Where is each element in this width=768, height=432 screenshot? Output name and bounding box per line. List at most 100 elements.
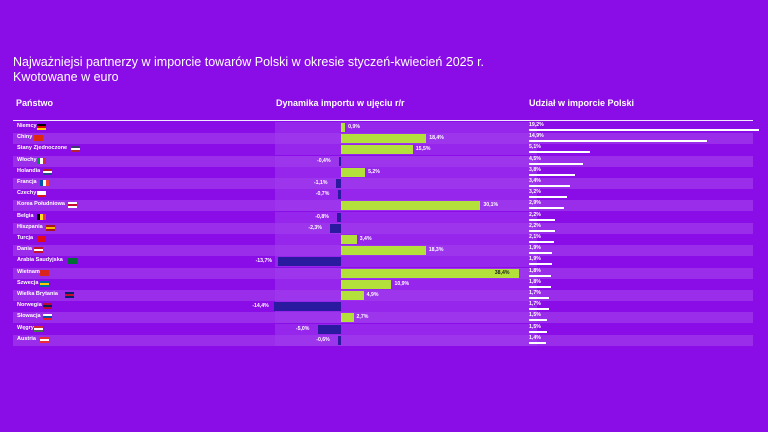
share-label: 1,5% — [529, 312, 541, 319]
country-label: Hiszpania — [17, 223, 43, 230]
dynamics-band — [275, 122, 537, 133]
dynamics-bar — [277, 257, 341, 267]
country-label: Holandia — [17, 167, 41, 174]
country-label: Turcja — [17, 235, 34, 241]
share-label: 2,2% — [529, 222, 541, 229]
table-row: Turcja 3,4% 2,1% — [13, 234, 753, 245]
dynamics-label: -0,7% — [315, 191, 330, 198]
dynamics-label: 10,9% — [394, 280, 410, 287]
country-label: Wietnam — [17, 268, 40, 275]
share-label: 2,9% — [529, 200, 541, 207]
share-bar — [529, 162, 583, 165]
flag-icon — [40, 180, 50, 186]
header-share: Udział w imporcie Polski — [529, 98, 635, 108]
table-row: Czechy -0,7% 3,2% — [13, 189, 753, 201]
dynamics-label: 15,5% — [415, 146, 431, 153]
flag-icon — [40, 280, 50, 287]
dynamics-label: 38,4% — [494, 269, 510, 276]
table-row: Hiszpania -2,3% 2,2% — [13, 222, 753, 234]
table-row: Chiny 18,4% 14,9% — [13, 133, 753, 145]
table-row: Korea Południowa 30,1% 2,9% — [13, 200, 753, 212]
dynamics-label: 30,1% — [483, 202, 499, 209]
dynamics-band — [275, 290, 537, 301]
dynamics-label: 18,3% — [428, 247, 444, 254]
share-bar — [529, 341, 546, 344]
share-bar — [529, 129, 759, 131]
flag-icon — [34, 247, 44, 254]
dynamics-bar — [338, 335, 341, 345]
share-bar — [529, 274, 551, 277]
dynamics-band — [275, 234, 537, 245]
dynamics-bar — [341, 145, 413, 155]
country-label: Arabia Saudyjska — [17, 257, 63, 264]
dynamics-bar — [341, 268, 519, 278]
flag-icon — [37, 157, 47, 164]
country-label: Norwegia — [17, 302, 42, 309]
country-label: Francja — [17, 179, 37, 185]
header-dynamics: Dynamika importu w ujęciu r/r — [276, 98, 405, 108]
header-divider — [13, 120, 753, 121]
table-row: Wietnam 38,4% 1,8% — [13, 267, 753, 279]
table-row: Arabia Saudyjska -13,7% 1,9% — [13, 256, 753, 268]
flag-icon — [43, 314, 53, 321]
country-label: Stany Zjednoczone — [17, 145, 68, 152]
share-label: 1,8% — [529, 278, 541, 285]
share-label: 1,9% — [529, 256, 541, 263]
flag-icon — [46, 224, 56, 231]
country-label: Czechy — [17, 190, 37, 197]
dynamics-label: 5,2% — [368, 168, 380, 175]
dynamics-label: 2,7% — [356, 314, 369, 321]
dynamics-bar — [335, 179, 341, 188]
share-bar — [529, 319, 547, 322]
dynamics-bar — [337, 190, 341, 200]
country-label: Słowacja — [17, 313, 41, 320]
share-bar — [529, 330, 547, 333]
flag-icon — [34, 325, 44, 332]
dynamics-label: -0,8% — [315, 213, 329, 220]
title-line-1: Najważniejsi partnerzy w imporcie towaró… — [13, 55, 485, 69]
dynamics-band — [275, 256, 537, 268]
flag-icon — [67, 202, 77, 209]
dynamics-bar — [341, 279, 392, 289]
dynamics-bar — [317, 324, 341, 334]
share-label: 4,5% — [529, 155, 541, 162]
share-label: 1,4% — [529, 334, 541, 341]
country-label: Austria — [17, 335, 36, 342]
flag-icon — [34, 135, 44, 142]
dynamics-bar — [341, 246, 426, 256]
dynamics-bar — [341, 134, 427, 144]
dynamics-band — [275, 312, 537, 324]
table-row: Słowacja 2,7% 1,5% — [13, 312, 753, 324]
share-bar — [529, 285, 551, 288]
title-line-2: Kwotowane w euro — [13, 70, 119, 84]
share-label: 19,2% — [529, 122, 544, 128]
share-bar — [529, 252, 552, 255]
header-country: Państwo — [16, 98, 54, 108]
dynamics-label: -13,7% — [255, 258, 272, 265]
share-bar — [529, 151, 591, 154]
dynamics-label: -14,4% — [252, 303, 269, 310]
table-row: Niemcy 0,9% 19,2% — [13, 122, 759, 133]
table-row: Austria -0,6% 1,4% — [13, 334, 753, 346]
share-bar — [529, 196, 568, 199]
share-label: 1,9% — [529, 245, 541, 252]
dynamics-label: -1,1% — [313, 180, 328, 186]
dynamics-band — [275, 278, 537, 290]
table-row: Norwegia -14,4% 1,7% — [13, 301, 753, 313]
dynamics-band — [275, 323, 537, 335]
dynamics-band — [275, 222, 537, 234]
flag-icon — [70, 146, 80, 153]
country-label: Korea Południowa — [17, 201, 65, 208]
share-bar — [529, 263, 552, 266]
flag-icon — [64, 292, 74, 298]
flag-icon — [43, 303, 53, 310]
dynamics-band — [275, 334, 537, 346]
table-row: Stany Zjednoczone 15,5% 5,1% — [13, 144, 753, 156]
share-label: 5,1% — [529, 144, 541, 151]
flag-icon — [40, 269, 50, 276]
share-label: 14,9% — [529, 133, 544, 140]
flag-icon — [37, 124, 47, 130]
table-row: Dania 18,3% 1,9% — [13, 245, 753, 257]
share-label: 2,2% — [529, 211, 541, 218]
dynamics-bar — [341, 291, 364, 300]
